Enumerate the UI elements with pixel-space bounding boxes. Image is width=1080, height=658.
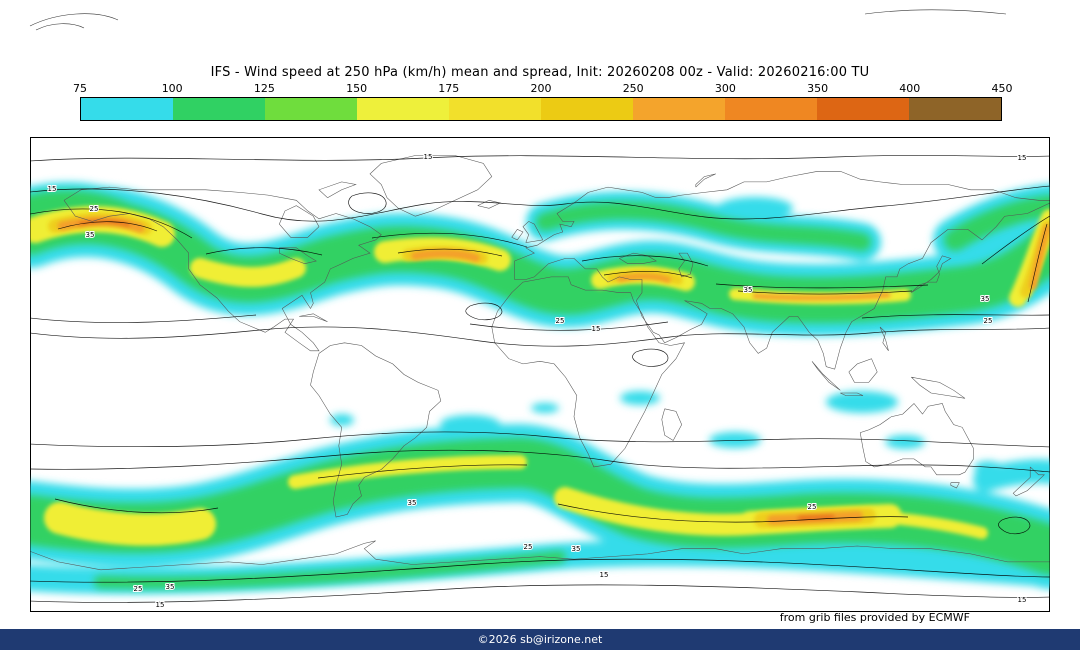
colorbar-tick-label: 150 [346, 82, 368, 95]
colorbar-tick-label: 200 [530, 82, 552, 95]
coastline [619, 252, 657, 264]
colorbar-segment [541, 98, 633, 120]
coastline [30, 540, 1050, 571]
coastline [514, 171, 1050, 280]
colorbar-tick-label: 250 [622, 82, 644, 95]
spread-contour-lines [30, 155, 1050, 603]
coastline [511, 229, 524, 241]
copyright-text: ©2026 sb@irizone.net [477, 633, 603, 646]
colorbar-segment [173, 98, 265, 120]
contour-label: 35 [408, 499, 417, 507]
contour-label: 35 [744, 286, 753, 294]
coastline [491, 276, 686, 468]
colorbar-segment [449, 98, 541, 120]
contour-label: 35 [981, 295, 990, 303]
colorbar-tick-label: 100 [161, 82, 183, 95]
coastline [278, 205, 320, 238]
contour-label: 15 [48, 185, 57, 193]
contour-label: 35 [166, 583, 175, 591]
colorbar-tick-label: 175 [438, 82, 460, 95]
contour-label: 35 [86, 231, 95, 239]
contour-labels: 15 25 35 15 15 25 15 35 35 25 35 25 35 25 15 25 35 15 15 [47, 152, 1028, 610]
contour-label: 25 [556, 317, 565, 325]
colorbar-segment [357, 98, 449, 120]
colorbar-tick-label: 125 [253, 82, 275, 95]
copyright-bar: ©2026 sb@irizone.net [0, 629, 1080, 650]
contour-label: 25 [90, 205, 99, 213]
coastline [661, 408, 683, 441]
coastline [840, 392, 864, 396]
contour-label: 25 [808, 503, 817, 511]
coastline [859, 403, 974, 476]
coastline [522, 221, 544, 243]
coastline [369, 155, 493, 217]
coastline [318, 181, 357, 198]
contour-label: 15 [1018, 596, 1027, 604]
colorbar-tick-label: 450 [991, 82, 1013, 95]
colorbar-tick-label: 75 [73, 82, 87, 95]
coastlines [30, 155, 1050, 571]
chart-title: IFS - Wind speed at 250 hPa (km/h) mean … [210, 65, 870, 80]
coastline [950, 482, 960, 489]
credit-note: from grib files provided by ECMWF [779, 611, 970, 624]
coastline [678, 252, 694, 278]
colorbar-segment [909, 98, 1001, 120]
coastline [911, 255, 952, 293]
colorbar-segment [81, 98, 173, 120]
coastline [310, 342, 442, 518]
coastline [514, 202, 1050, 370]
coastline [811, 361, 841, 391]
coastline [63, 186, 382, 352]
contour-label: 15 [592, 325, 601, 333]
contour-label: 15 [1018, 154, 1027, 162]
contour-label: 15 [600, 571, 609, 579]
coastline [911, 376, 966, 399]
colorbar-tick-label: 350 [807, 82, 829, 95]
colorbar-segment [633, 98, 725, 120]
contour-label: 15 [156, 601, 165, 609]
arctic-contour-fragments [29, 9, 1007, 31]
colorbar-segment [265, 98, 357, 120]
colorbar-scale [80, 97, 1002, 121]
contour-label: 35 [572, 545, 581, 553]
contour-label: 15 [424, 153, 433, 161]
colorbar-segment [725, 98, 817, 120]
colorbar-tick-label: 300 [714, 82, 736, 95]
coastline [848, 358, 878, 383]
colorbar-segment [817, 98, 909, 120]
contour-label: 25 [984, 317, 993, 325]
coastline [879, 326, 889, 351]
colorbar-tick-label: 400 [899, 82, 921, 95]
coastline [279, 247, 317, 264]
coastline [1012, 466, 1045, 497]
coastline [695, 173, 716, 188]
wind-speed-fill-bands [30, 182, 1050, 595]
contour-label: 25 [134, 585, 143, 593]
coastline [299, 313, 328, 322]
contour-label: 25 [524, 543, 533, 551]
